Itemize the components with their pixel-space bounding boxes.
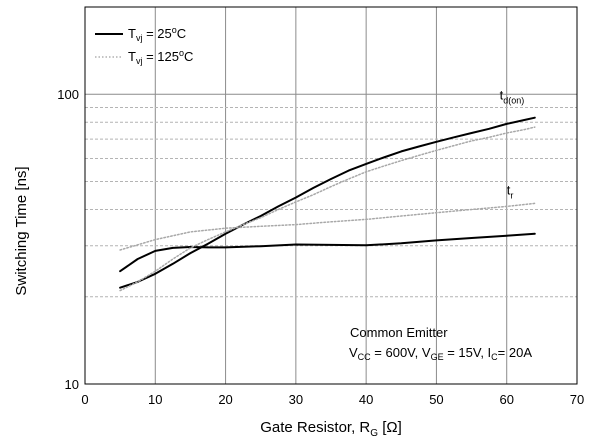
x-tick-label-30: 30 bbox=[289, 392, 303, 407]
annotation-line-2: VCC = 600V, VGE = 15V, IC= 20A bbox=[349, 345, 532, 362]
series-layer bbox=[119, 116, 536, 292]
series-line-tr_25 bbox=[119, 232, 536, 273]
grid bbox=[85, 7, 577, 384]
legend-entry-125: Tvj = 125oC bbox=[95, 48, 193, 66]
y-tick-label-100: 100 bbox=[57, 87, 79, 102]
x-tick-label-10: 10 bbox=[148, 392, 162, 407]
curve-labels: td(on) tr bbox=[500, 87, 525, 200]
test-conditions-annotation: Common Emitter VCC = 600V, VGE = 15V, IC… bbox=[349, 325, 532, 362]
legend-entry-25: Tvj = 25oC bbox=[95, 25, 186, 43]
plot-frame bbox=[84, 6, 578, 385]
x-tick-label-40: 40 bbox=[359, 392, 373, 407]
x-tick-label-20: 20 bbox=[218, 392, 232, 407]
x-axis-label-unit: [Ω] bbox=[378, 419, 402, 436]
series-line-tr_125 bbox=[119, 202, 536, 251]
x-tick-label-50: 50 bbox=[429, 392, 443, 407]
curve-label-r: tr bbox=[507, 183, 514, 201]
x-tick-label-70: 70 bbox=[570, 392, 584, 407]
y-axis-label: Switching Time [ns] bbox=[13, 166, 30, 295]
x-tick-label-0: 0 bbox=[81, 392, 88, 407]
y-tick-label-10: 10 bbox=[65, 377, 79, 392]
x-tick-label-60: 60 bbox=[499, 392, 513, 407]
series-line-td_on_125 bbox=[119, 126, 536, 292]
x-axis-label: Gate Resistor, RG [Ω] bbox=[260, 419, 402, 439]
x-axis-label-main: Gate Resistor, R bbox=[260, 419, 370, 436]
series-line-td_on_25 bbox=[119, 116, 536, 289]
curve-label-don: td(on) bbox=[500, 87, 525, 105]
legend-label-125: Tvj = 125oC bbox=[128, 48, 193, 66]
annotation-line-1: Common Emitter bbox=[350, 325, 448, 340]
x-axis-label-sub: G bbox=[370, 428, 378, 439]
legend-label-25: Tvj = 25oC bbox=[128, 25, 186, 43]
legend: Tvj = 25oC Tvj = 125oC bbox=[95, 25, 193, 66]
